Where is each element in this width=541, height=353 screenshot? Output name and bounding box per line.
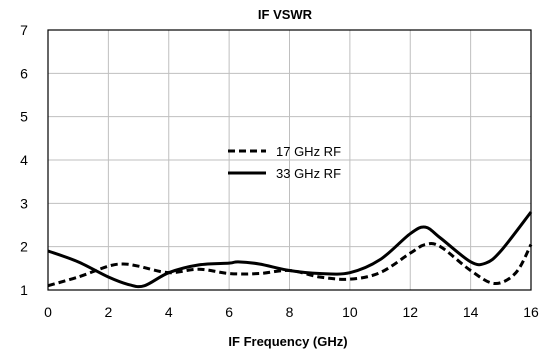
y-tick-label: 4	[20, 152, 28, 168]
x-axis-ticks: 0 2 4 6 8 10 12 14 16	[44, 304, 539, 320]
x-tick-label: 12	[402, 304, 418, 320]
x-tick-label: 0	[44, 304, 52, 320]
y-tick-label: 7	[20, 22, 28, 38]
y-tick-label: 6	[20, 65, 28, 81]
legend: 17 GHz RF 33 GHz RF	[228, 144, 341, 181]
series-line-33ghz	[47, 211, 533, 289]
y-tick-label: 2	[20, 239, 28, 255]
x-tick-label: 16	[523, 304, 539, 320]
x-tick-label: 6	[225, 304, 233, 320]
x-tick-label: 10	[342, 304, 358, 320]
plot-frame	[47, 29, 532, 291]
y-axis-ticks: 1 2 3 4 5 6 7	[20, 22, 28, 298]
y-tick-label: 5	[20, 109, 28, 125]
y-tick-label: 3	[20, 195, 28, 211]
x-tick-label: 8	[286, 304, 294, 320]
chart-title: IF VSWR	[258, 7, 313, 22]
x-tick-label: 4	[165, 304, 173, 320]
legend-label-17ghz: 17 GHz RF	[276, 144, 341, 159]
y-tick-label: 1	[20, 282, 28, 298]
x-tick-label: 2	[104, 304, 112, 320]
grid-lines	[48, 30, 531, 290]
series-lines	[47, 211, 533, 289]
x-tick-label: 14	[463, 304, 479, 320]
series-line-17ghz	[47, 242, 533, 288]
legend-label-33ghz: 33 GHz RF	[276, 166, 341, 181]
x-axis-label: IF Frequency (GHz)	[228, 334, 347, 349]
